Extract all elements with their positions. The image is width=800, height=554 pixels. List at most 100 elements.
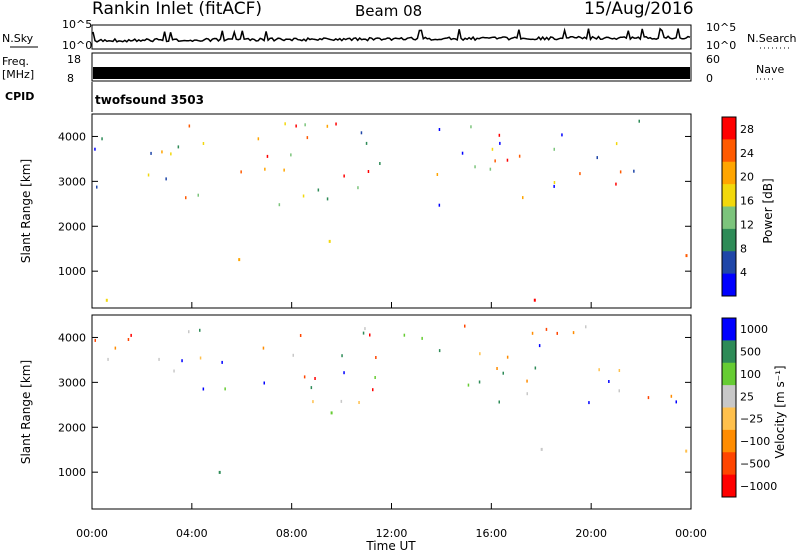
noise-cell: [292, 353, 294, 357]
noise-cell: [638, 119, 640, 123]
colorbar-swatch: [722, 362, 736, 386]
noise-cell: [461, 151, 464, 155]
noise-cell: [618, 369, 621, 372]
echo-cell: [218, 470, 221, 474]
y-tick-label: 2000: [58, 220, 86, 233]
noise-cell: [240, 170, 242, 174]
noise-cell: [224, 387, 226, 391]
y-tick-label: 4000: [58, 130, 86, 143]
colorbar-swatch: [722, 340, 736, 364]
colorbar-swatch: [722, 452, 736, 476]
noise-cell: [403, 333, 406, 337]
noise-cell: [538, 344, 541, 348]
cpid-label: CPID: [5, 90, 34, 103]
noise-cell: [283, 168, 285, 172]
noise-cell: [317, 188, 320, 192]
noise-cell: [199, 356, 202, 360]
colorbar-swatch: [722, 474, 736, 498]
colorbar-tick-label: 8: [740, 242, 747, 255]
velocity-axes: 1000 2000 3000 4000: [58, 331, 692, 509]
beam-label: Beam 08: [355, 2, 422, 20]
noise-cell: [304, 123, 306, 127]
noise-cell: [615, 182, 617, 186]
nsky-trace: [92, 27, 691, 43]
station-title: Rankin Inlet (fitACF): [92, 0, 262, 19]
noise-cell: [290, 153, 292, 157]
x-tick-label: 12:00: [376, 527, 408, 540]
noise-cell: [365, 141, 368, 145]
noise-cell: [489, 167, 492, 171]
noise-cell: [553, 184, 555, 188]
nsky-label: N.Sky: [2, 32, 34, 45]
noise-cell: [367, 170, 370, 173]
noise-cell: [522, 196, 524, 200]
time-axis-ticks: 00:00 04:00 08:00 12:00 16:00 20:00 00:00: [76, 527, 707, 540]
noise-cell: [266, 154, 269, 158]
noise-cell: [341, 354, 343, 358]
noise-cell: [127, 338, 130, 341]
velocity-colorbar-label: Velocity [m s⁻¹]: [773, 365, 787, 458]
velocity-colorbar: 1000 500 100 25 −25 −100 −500 −1000: [721, 317, 777, 498]
noise-cell: [257, 137, 260, 141]
noise-cell: [158, 357, 160, 361]
nsky-right-tick-high: 10^5: [706, 21, 736, 34]
power-panel-frame: [91, 113, 692, 309]
noise-cell: [295, 124, 297, 128]
freq-label: Freq.: [2, 55, 29, 68]
noise-cell: [633, 169, 635, 173]
nsky-line: [92, 27, 691, 43]
colorbar-tick-label: 12: [740, 218, 754, 231]
noise-cell: [438, 128, 441, 131]
noise-cell: [498, 133, 501, 137]
noise-cell: [608, 380, 610, 383]
noise-cell: [94, 147, 96, 151]
noise-cell: [360, 131, 363, 135]
freq-unit: [MHz]: [2, 68, 34, 81]
noise-cell: [343, 371, 345, 375]
colorbar-tick-label: 20: [740, 171, 754, 184]
time-axis-label: Time UT: [365, 539, 416, 553]
power-y-axis-label: Slant Range [km]: [19, 159, 33, 263]
echo-cell: [533, 298, 536, 302]
echo-cell: [685, 254, 688, 258]
noise-cell: [438, 349, 441, 353]
noise-cell: [467, 383, 470, 387]
x-tick-label: 08:00: [276, 527, 308, 540]
velocity-panel-frame: [91, 314, 692, 510]
noise-cell: [596, 156, 598, 160]
colorbar-tick-label: 25: [740, 390, 754, 403]
noise-cell: [326, 124, 329, 128]
power-colorbar: 28 24 20 16 12 8 4: [721, 116, 754, 297]
noise-cell: [94, 338, 96, 342]
colorbar-swatch: [722, 318, 736, 341]
nave-right-tick-low: 0: [706, 72, 713, 85]
colorbar-swatch: [722, 139, 736, 163]
nsky-left-tick-high: 10^5: [62, 18, 92, 31]
noise-cell: [553, 181, 556, 184]
noise-cell: [526, 392, 528, 396]
noise-cell: [114, 346, 117, 350]
colorbar-tick-label: −100: [740, 435, 770, 448]
colorbar-swatch: [722, 273, 736, 297]
noise-cell: [150, 151, 152, 155]
noise-cell: [470, 125, 472, 129]
noise-cell: [372, 388, 374, 392]
noise-cell: [147, 173, 150, 177]
noise-cell: [221, 360, 223, 364]
noise-cell: [531, 331, 534, 335]
x-tick-label: 20:00: [575, 527, 607, 540]
noise-cell: [284, 122, 286, 126]
y-tick-label: 1000: [58, 466, 86, 479]
noise-cell: [130, 333, 132, 337]
noise-cell: [579, 172, 581, 176]
noise-cell: [177, 145, 180, 149]
colorbar-swatch: [722, 407, 736, 431]
date-label: 15/Aug/2016: [584, 0, 694, 19]
noise-cell: [312, 400, 314, 404]
echo-cell: [540, 447, 543, 451]
noise-cell: [534, 366, 537, 370]
noise-cell: [619, 170, 622, 174]
colorbar-swatch: [722, 385, 736, 408]
noise-cell: [588, 401, 590, 405]
noise-cell: [185, 196, 187, 200]
